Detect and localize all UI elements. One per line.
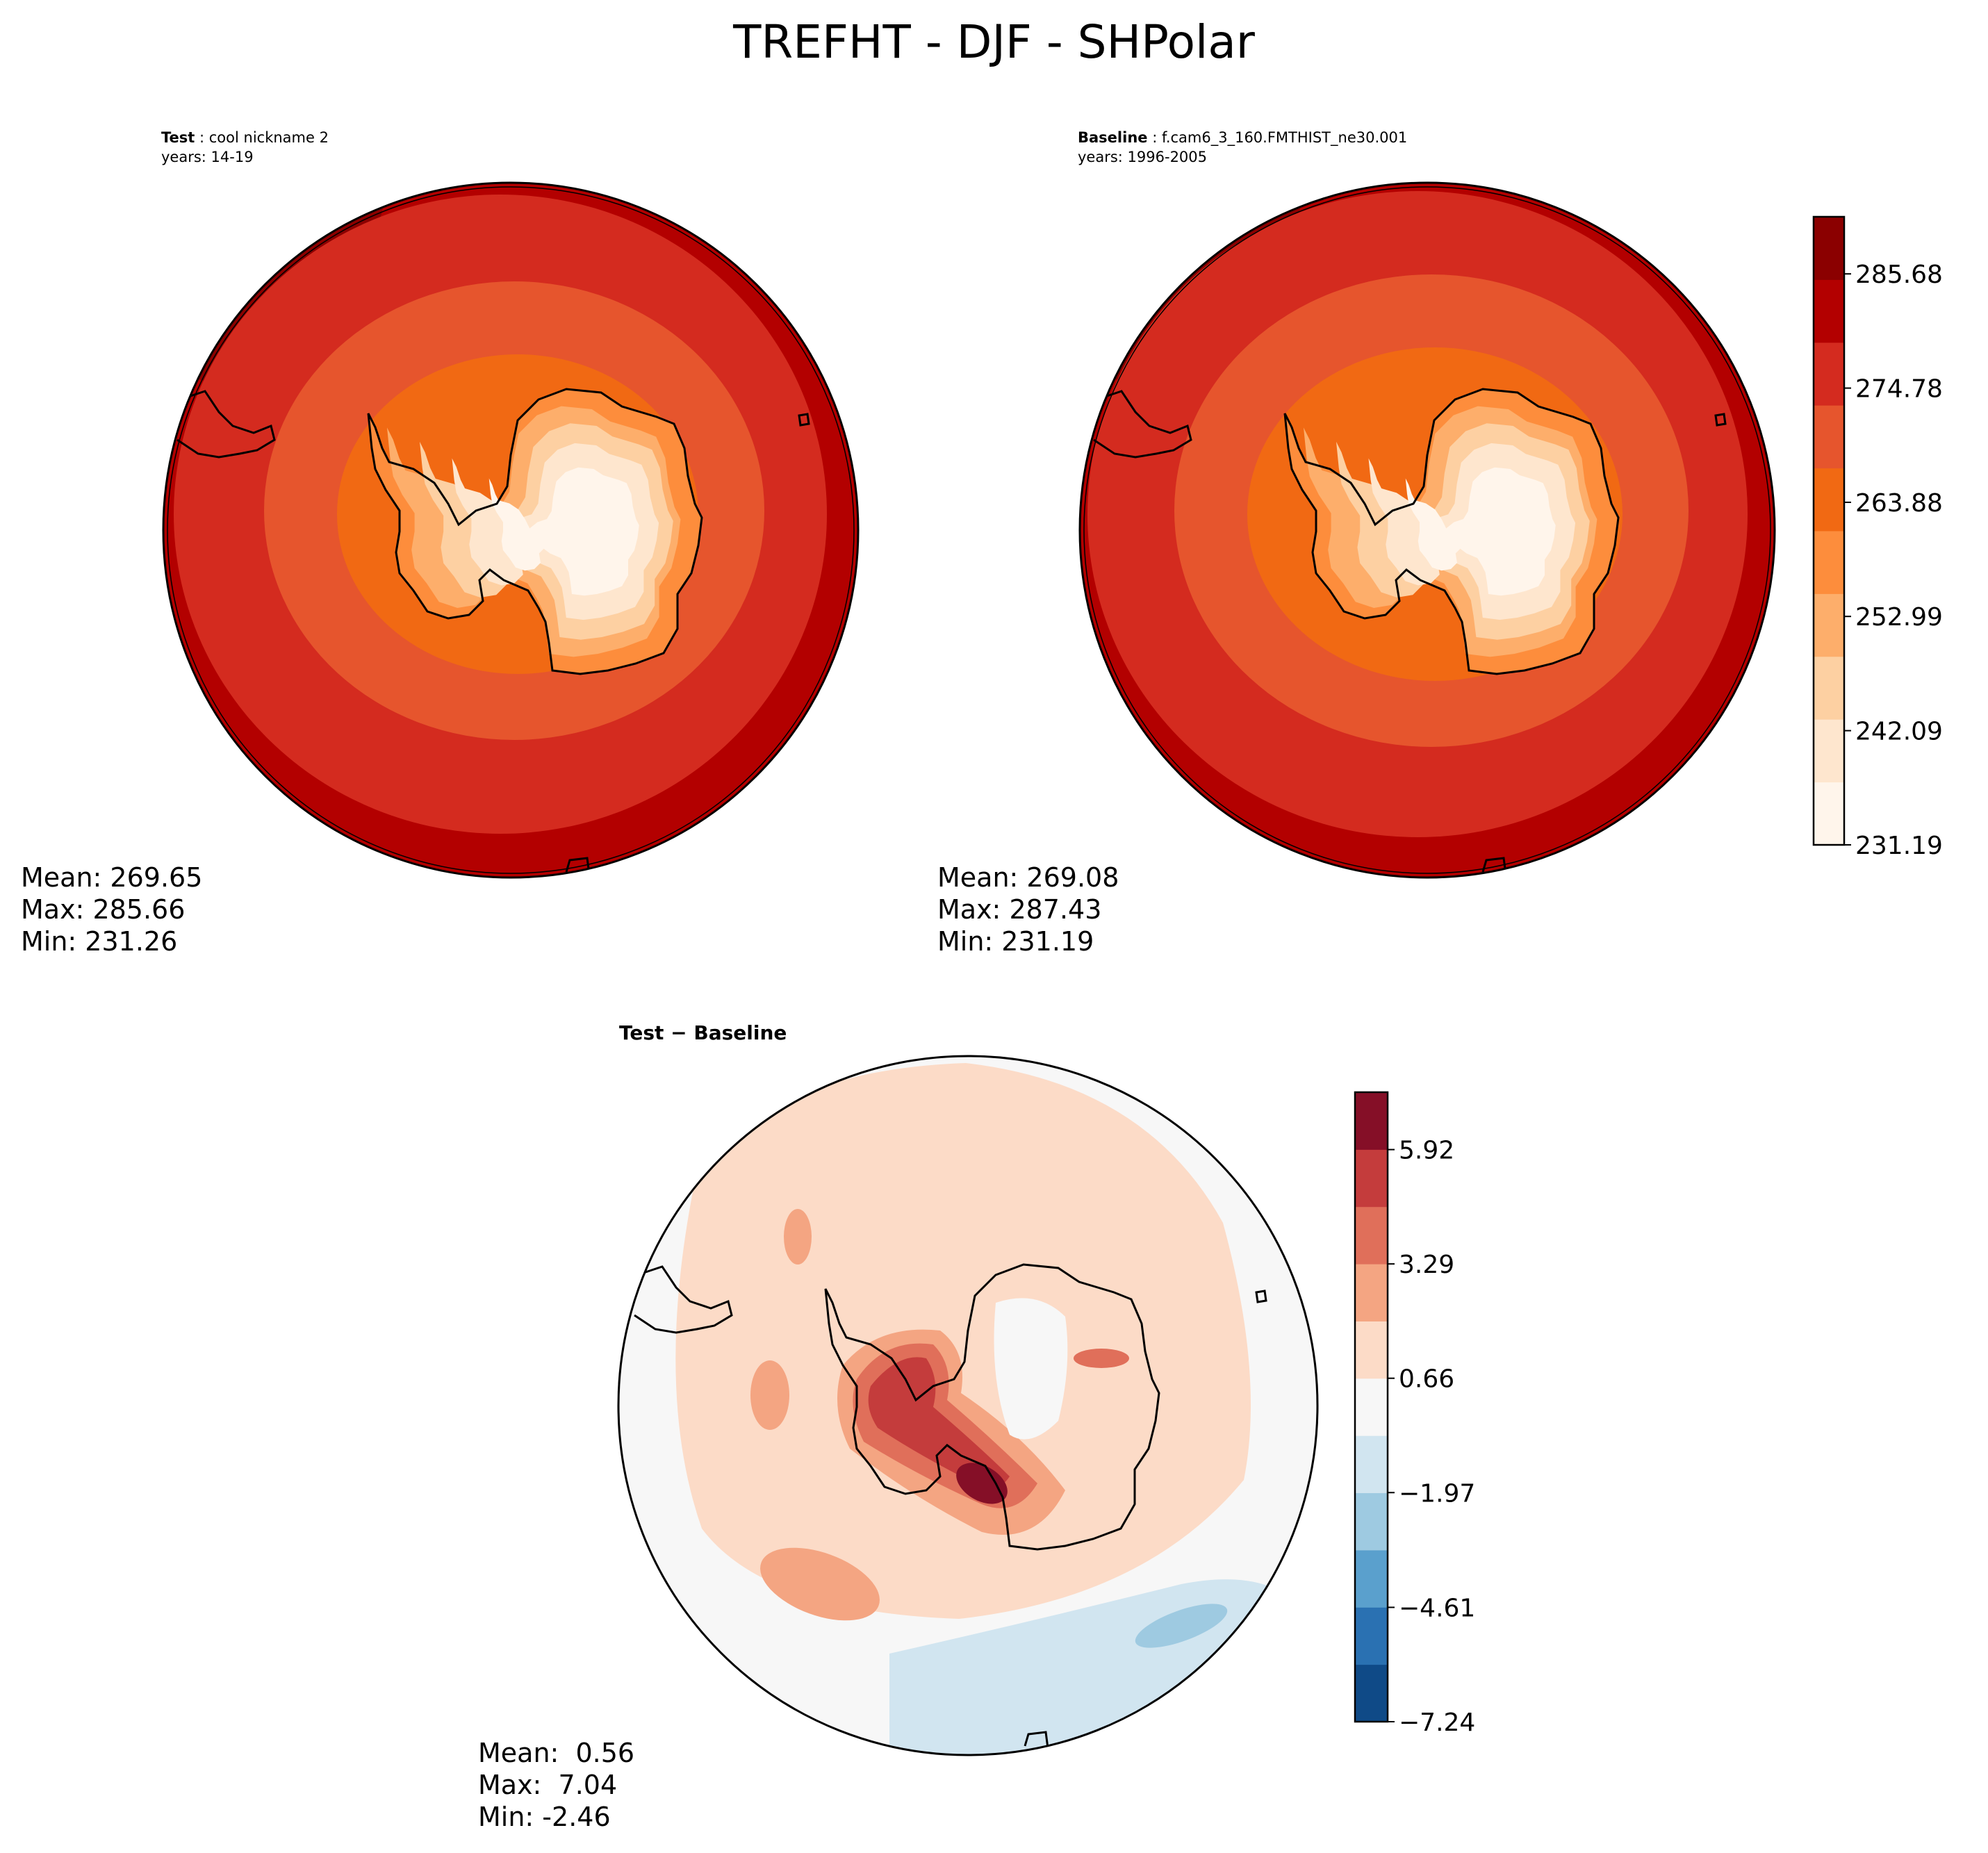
diff-colorbar-segment (1355, 1549, 1388, 1608)
reds-colorbar-segment (1814, 593, 1844, 657)
diff-neutral-interior (994, 1298, 1068, 1440)
baseline-max: Max: 287.43 (937, 894, 1102, 925)
baseline-boundary-inner (1083, 186, 1771, 874)
diff-band-5 (868, 1357, 1010, 1489)
reds-colorbar-segment (1814, 531, 1844, 594)
baseline-min: Min: 231.19 (937, 926, 1094, 957)
diff-colorbar-tick-label: −1.97 (1399, 1479, 1475, 1508)
diff-colorbar-segment (1355, 1206, 1388, 1265)
baseline-island-right (1714, 413, 1727, 427)
reds-colorbar-segment (1814, 656, 1844, 720)
test-boundary-inner (167, 186, 855, 874)
diff-colorbar-segment (1355, 1378, 1388, 1436)
reds-colorbar-tick-label: 242.09 (1855, 718, 1943, 746)
diff-colorbar-segment (1355, 1149, 1388, 1208)
diff-colorbar-segment (1355, 1321, 1388, 1379)
diff-warm-patch-e (1074, 1349, 1129, 1368)
test-boundary (162, 181, 860, 879)
diff-island-right (1255, 1290, 1267, 1303)
reds-colorbar-segment (1814, 217, 1844, 280)
reds-colorbar-tick-label: 252.99 (1855, 603, 1943, 632)
reds-colorbar-tick-label: 285.68 (1855, 261, 1943, 289)
reds-colorbar-segment (1814, 719, 1844, 783)
baseline-panel-title: Baseline : f.cam6_3_160.FMTHIST_ne30.001… (1078, 129, 1408, 165)
test-years: years: 14-19 (161, 149, 254, 165)
diff-colorbar-tick-label: 5.92 (1399, 1137, 1454, 1165)
diff-map (617, 1055, 1319, 1756)
diff-hot-core (956, 1463, 1008, 1504)
diff-colorbar-frame (1354, 1091, 1389, 1723)
test-island-bottom (565, 857, 591, 875)
diff-boundary (617, 1055, 1319, 1756)
diff-colorbar-segment (1355, 1492, 1388, 1551)
diff-panel-title: Test − Baseline (619, 1021, 787, 1044)
baseline-boundary (1078, 181, 1776, 879)
diff-colorbar-segment (1355, 1264, 1388, 1321)
reds-colorbar: 231.19 242.09 252.99 263.88 274.78 285.68 (1812, 215, 1943, 860)
main-title: TREFHT - DJF - SHPolar (733, 15, 1255, 69)
reds-colorbar-tick-label: 231.19 (1855, 832, 1943, 860)
diff-colorbar-tick-label: −4.61 (1399, 1594, 1475, 1622)
diff-min: Min: -2.46 (478, 1802, 611, 1832)
baseline-years: years: 1996-2005 (1078, 149, 1208, 165)
test-island-right (798, 413, 810, 427)
diff-colorbar-tick-label: −7.24 (1399, 1708, 1475, 1737)
baseline-mean: Mean: 269.08 (937, 862, 1119, 893)
reds-colorbar-segment (1814, 342, 1844, 406)
reds-colorbar-segment (1814, 279, 1844, 343)
diff-max: Max: 7.04 (478, 1770, 618, 1800)
diff-warm-patch-nw (784, 1209, 812, 1265)
test-stats: Mean: 269.65 Max: 285.66 Min: 231.26 (21, 862, 202, 957)
diff-cold-patch (1135, 1604, 1228, 1648)
reds-colorbar-tick-label: 263.88 (1855, 489, 1943, 518)
baseline-map (1078, 181, 1776, 879)
diff-warm-patch-w (750, 1360, 789, 1430)
reds-colorbar-tick-label: 274.78 (1855, 375, 1943, 404)
baseline-stats: Mean: 269.08 Max: 287.43 Min: 231.19 (937, 862, 1119, 957)
test-label: Test (161, 129, 195, 146)
diff-stats: Mean: 0.56 Max: 7.04 Min: -2.46 (478, 1737, 634, 1833)
diff-colorbar-segment (1355, 1092, 1388, 1150)
test-panel-title: Test : cool nickname 2 years: 14-19 (161, 129, 329, 165)
baseline-label: Baseline (1078, 129, 1148, 146)
diff-mean: Mean: 0.56 (478, 1738, 635, 1768)
diff-colorbar-segment (1355, 1435, 1388, 1494)
diff-colorbar: −7.24 −4.61 −1.97 0.66 3.29 5.92 (1354, 1091, 1475, 1737)
diff-island-bottom (1024, 1731, 1049, 1749)
diff-colorbar-tick-label: 0.66 (1399, 1365, 1454, 1394)
test-mean: Mean: 269.65 (21, 862, 203, 893)
diff-colorbar-tick-label: 3.29 (1399, 1251, 1454, 1279)
reds-colorbar-frame (1812, 215, 1846, 846)
baseline-island-bottom (1481, 857, 1507, 875)
diff-colorbar-segment (1355, 1664, 1388, 1722)
reds-colorbar-segment (1814, 405, 1844, 469)
diff-warm-patch-sw (760, 1547, 880, 1621)
reds-colorbar-segment (1814, 468, 1844, 532)
test-name: cool nickname 2 (208, 129, 329, 146)
baseline-name: f.cam6_3_160.FMTHIST_ne30.001 (1161, 129, 1408, 146)
reds-colorbar-segment (1814, 782, 1844, 846)
diff-colorbar-segment (1355, 1607, 1388, 1665)
test-min: Min: 231.26 (21, 926, 178, 957)
test-max: Max: 285.66 (21, 894, 186, 925)
test-map (162, 181, 860, 879)
diff-band-positive-small (675, 1063, 1251, 1619)
